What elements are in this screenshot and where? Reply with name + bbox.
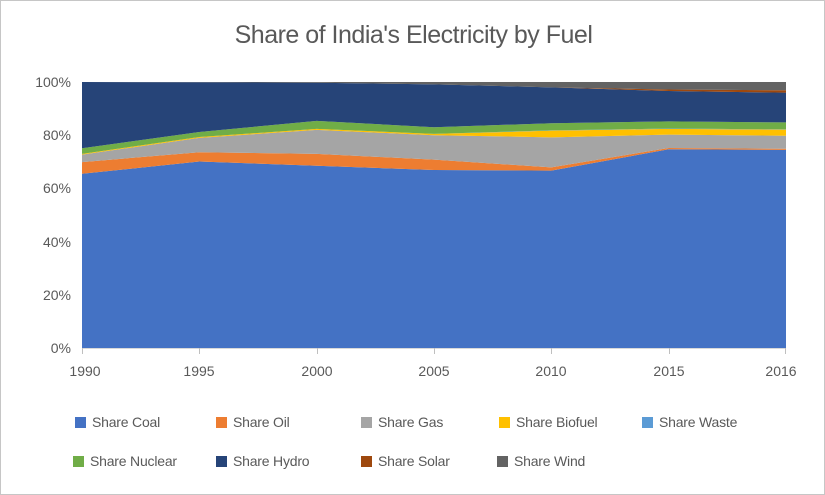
x-axis-tick-label: 1990 (69, 363, 101, 379)
x-axis-tick-label: 2010 (535, 363, 567, 379)
x-axis-tick-mark (434, 348, 435, 354)
legend-label: Share Oil (233, 414, 290, 430)
legend-item-share-oil: Share Oil (216, 414, 290, 430)
legend-item-share-solar: Share Solar (361, 453, 450, 469)
legend-swatch-gas (361, 416, 372, 428)
legend-label: Share Biofuel (516, 414, 598, 430)
y-axis-tick-label: 20% (42, 287, 71, 303)
stacked-area-plot (82, 82, 786, 348)
x-axis-tick-mark (317, 348, 318, 354)
legend-swatch-oil (216, 416, 227, 428)
legend-swatch-biofuel (499, 416, 510, 428)
legend-swatch-solar (361, 455, 372, 467)
legend-item-share-gas: Share Gas (361, 414, 443, 430)
y-axis-tick-label: 40% (42, 234, 71, 250)
x-axis-tick-label: 2005 (418, 363, 450, 379)
legend-label: Share Solar (378, 453, 450, 469)
legend-swatch-waste (642, 416, 653, 428)
legend-label: Share Wind (514, 453, 586, 469)
legend-swatch-wind (497, 455, 508, 467)
legend-item-share-nuclear: Share Nuclear (73, 453, 177, 469)
x-axis-tick-mark (669, 348, 670, 354)
legend-label: Share Nuclear (90, 453, 177, 469)
legend-label: Share Coal (92, 414, 161, 430)
legend-item-share-hydro: Share Hydro (216, 453, 310, 469)
x-axis-tick-label: 2000 (301, 363, 333, 379)
y-axis-tick-label: 60% (42, 180, 71, 196)
chart-title: Share of India's Electricity by Fuel (234, 21, 593, 49)
x-axis-tick-mark (785, 348, 786, 354)
legend-item-share-coal: Share Coal (75, 414, 160, 430)
y-axis-tick-label: 0% (50, 340, 71, 356)
legend-label: Share Gas (378, 414, 444, 430)
legend-swatch-nuclear (73, 455, 84, 467)
legend-item-share-wind: Share Wind (497, 453, 585, 469)
x-axis-tick-mark (82, 348, 83, 354)
x-axis-tick-label: 2015 (653, 363, 685, 379)
legend-label: Share Hydro (233, 453, 310, 469)
legend-label: Share Waste (659, 414, 738, 430)
x-axis-tick-label: 2016 (765, 363, 797, 379)
x-axis-tick-label: 1995 (183, 363, 215, 379)
y-axis-tick-label: 100% (35, 74, 71, 90)
x-axis-tick-mark (199, 348, 200, 354)
legend-item-share-waste: Share Waste (642, 414, 737, 430)
legend-swatch-coal (75, 416, 86, 428)
y-axis-tick-label: 80% (42, 127, 71, 143)
legend-swatch-hydro (216, 455, 227, 467)
x-axis-tick-mark (551, 348, 552, 354)
legend-item-share-biofuel: Share Biofuel (499, 414, 598, 430)
